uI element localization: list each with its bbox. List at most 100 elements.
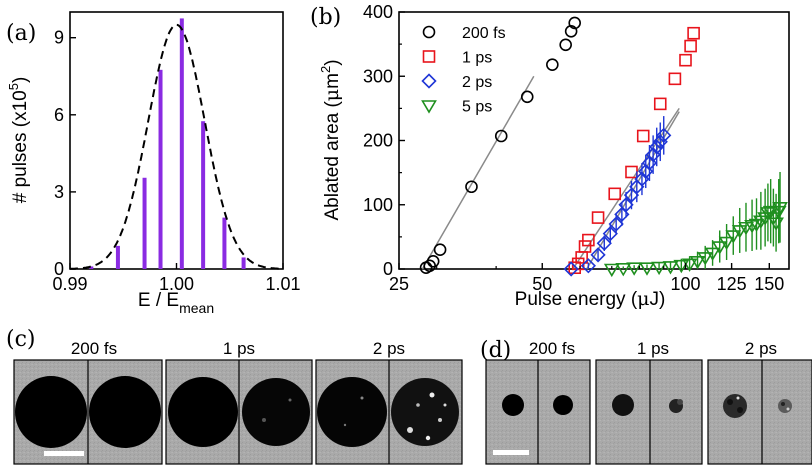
data-point-3-16 (744, 220, 760, 234)
micrograph-panel-d: (d) 200 fs 1 ps 2 ps (480, 338, 812, 465)
histogram-panel: (a) 0.99 1.00 1.01 0 3 6 9 E / Emean # pulses … (6, 11, 301, 316)
data-point-0-4 (465, 180, 478, 194)
data-point-1-13 (687, 26, 700, 40)
data-point-0-9 (564, 24, 578, 38)
series-5-ps (603, 171, 788, 278)
histogram-x-tick-label-0: 0.99 (52, 274, 87, 294)
caption-d-1ps: 1 ps (637, 339, 669, 358)
data-point-0-7 (546, 58, 559, 71)
histogram-axes: 0.99 1.00 1.01 0 3 6 9 (52, 28, 300, 294)
micrograph-d-1ps (595, 359, 703, 465)
histogram-y-tick-label-2: 6 (54, 105, 64, 125)
data-point-2-14 (649, 139, 665, 155)
micrograph-d-2ps (707, 359, 812, 465)
histogram-x-tick-label-1: 1.00 (159, 274, 194, 294)
data-point-3-9 (697, 252, 714, 266)
histogram-bar-3 (158, 69, 163, 269)
legend-label-1: 1 ps (462, 50, 492, 67)
data-point-3-10 (704, 247, 721, 262)
data-point-3-12 (718, 236, 735, 251)
data-point-2-7 (618, 197, 634, 213)
micrograph-c-200fs (13, 359, 163, 465)
caption-c-1ps: 1 ps (223, 339, 255, 358)
data-point-2-1 (580, 258, 597, 274)
histogram-y-tick-label-0: 0 (54, 259, 64, 279)
data-point-3-2 (626, 262, 643, 276)
data-point-1-5 (591, 211, 605, 224)
data-point-1-11 (679, 53, 692, 67)
data-point-3-14 (731, 225, 748, 239)
histogram-bar-2 (142, 177, 147, 269)
ablation-data-series (419, 16, 788, 278)
data-point-1-12 (684, 39, 697, 53)
data-point-2-16 (656, 127, 672, 143)
ablation-panel: (b) 25 50 100 125 150 0 100 200 300 400 200 fs 1 p… (310, 2, 790, 310)
ablation-x-tick-label-0: 25 (389, 274, 409, 294)
legend-label-0: 200 fs (462, 25, 506, 42)
gaussian-fit-curve (70, 23, 283, 270)
micrograph-d-200fs (485, 359, 591, 465)
ablation-x-tick-label-4: 150 (754, 274, 784, 294)
ablation-y-tick-label-1: 100 (363, 195, 393, 215)
data-point-3-0 (603, 263, 620, 278)
data-point-1-8 (636, 129, 650, 143)
caption-c-2ps: 2 ps (373, 339, 405, 358)
data-point-0-6 (520, 90, 534, 104)
legend-marker-1 (422, 50, 436, 63)
histogram-bar-4 (179, 18, 184, 269)
data-point-3-24 (770, 205, 787, 220)
data-point-1-6 (608, 187, 622, 201)
histogram-y-tick-label-1: 3 (54, 182, 64, 202)
ablation-y-tick-label-3: 300 (363, 66, 393, 86)
fit-line-0 (421, 75, 535, 270)
data-point-2-3 (596, 235, 612, 251)
data-point-1-9 (653, 97, 667, 111)
ablation-axes: 25 50 100 125 150 0 100 200 300 400 (363, 2, 784, 294)
data-point-2-0 (563, 261, 579, 277)
histogram-bar-7 (241, 257, 246, 269)
data-point-1-10 (668, 72, 682, 86)
ablation-legend: 200 fs 1 ps 2 ps 5 ps (421, 25, 506, 116)
scale-bar-c (44, 451, 84, 456)
histogram-bar-5 (201, 121, 206, 269)
histogram-bar-1 (115, 245, 120, 269)
scale-bar-d (493, 450, 529, 455)
ablation-x-tick-label-3: 125 (717, 274, 747, 294)
caption-d-200fs: 200 fs (529, 339, 575, 358)
data-point-2-4 (602, 226, 618, 242)
histogram-y-tick-label-3: 9 (54, 28, 64, 48)
series-2-ps (563, 116, 672, 277)
caption-c-200fs: 200 fs (71, 339, 117, 358)
data-point-3-4 (651, 261, 667, 276)
histogram-x-axis-label: E / Emean (138, 290, 214, 316)
histogram-x-tick-label-2: 1.01 (265, 274, 300, 294)
ablation-y-tick-label-2: 200 (363, 131, 393, 151)
ablation-y-tick-label-4: 400 (363, 2, 393, 22)
legend-marker-2 (421, 73, 437, 89)
ablation-x-axis-label: Pulse energy (μJ) (515, 288, 666, 310)
legend-label-2: 2 ps (462, 74, 492, 91)
histogram-y-axis-label: # pulses (x105) (6, 77, 31, 204)
panel-label-c: (c) (6, 327, 36, 352)
micrograph-panel-c: (c) 200 fs 1 ps 2 ps (6, 327, 463, 465)
ablation-y-axis-label: Ablated area (μm2) (318, 59, 343, 220)
data-point-3-8 (689, 255, 706, 270)
histogram-bars (89, 18, 246, 269)
panel-label-b: (b) (310, 5, 341, 30)
data-point-2-2 (590, 247, 606, 263)
data-point-3-6 (673, 259, 690, 274)
caption-d-2ps: 2 ps (745, 339, 777, 358)
data-point-2-5 (608, 216, 624, 232)
data-point-0-5 (494, 129, 508, 143)
data-point-3-3 (639, 262, 655, 276)
data-point-0-3 (433, 243, 447, 257)
panel-label-a: (a) (6, 21, 36, 46)
histogram-bar-0 (89, 266, 94, 269)
series-1-ps (568, 26, 700, 275)
ablation-x-tick-label-2: 100 (670, 274, 700, 294)
legend-marker-3 (421, 100, 437, 114)
data-point-1-3 (578, 240, 592, 253)
histogram-bar-6 (222, 217, 227, 269)
data-point-1-4 (582, 233, 595, 247)
